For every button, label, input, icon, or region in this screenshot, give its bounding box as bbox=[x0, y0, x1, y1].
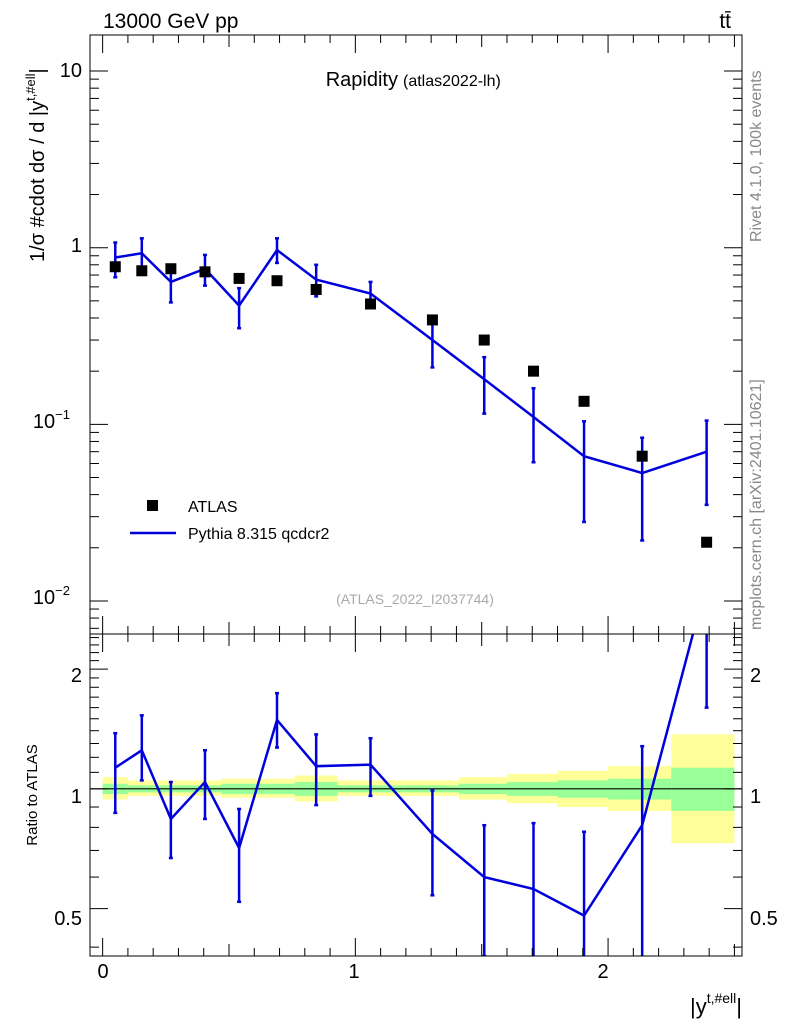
atlas-data-point bbox=[165, 263, 177, 275]
legend-atlas-marker bbox=[147, 500, 158, 511]
atlas-data-point bbox=[233, 272, 245, 284]
atlas-data-point bbox=[109, 261, 121, 273]
atlas-data-point bbox=[578, 395, 590, 407]
chart-title: Rapidity bbox=[326, 69, 398, 91]
energy-label: 13000 GeV pp bbox=[103, 10, 238, 33]
legend-atlas-label: ATLAS bbox=[188, 499, 238, 516]
atlas-data-point bbox=[365, 298, 377, 310]
ratio-data-marks bbox=[89, 633, 743, 957]
ratio-y-tick-2-right: 2 bbox=[750, 665, 761, 687]
x-tick-1: 1 bbox=[348, 961, 359, 983]
ratio-plot-area bbox=[90, 634, 742, 956]
atlas-data-point bbox=[528, 365, 540, 377]
atlas-data-point bbox=[426, 314, 438, 326]
atlas-data-point bbox=[478, 334, 490, 346]
ratio-y-axis-label: Ratio to ATLAS bbox=[24, 744, 41, 845]
atlas-data-point bbox=[636, 450, 648, 462]
main-y-tick-0.01: 10−2 bbox=[33, 583, 70, 609]
main-y-axis-label: 1/σ #cdot dσ / d |yt,#ell| bbox=[23, 68, 49, 262]
main-y-tick-10: 10 bbox=[60, 60, 82, 82]
atlas-data-point bbox=[701, 536, 713, 548]
legend-pythia-label: Pythia 8.315 qcdcr2 bbox=[188, 526, 330, 543]
ratio-y-tick-1-left: 1 bbox=[71, 786, 82, 808]
main-data-marks bbox=[89, 34, 743, 635]
ratio-panel: Ratio to ATLAS 2 1 0.5 2 1 0.5 0 1 2 |yt… bbox=[24, 633, 778, 1019]
analysis-watermark: (ATLAS_2022_I2037744) bbox=[336, 591, 494, 607]
x-tick-2: 2 bbox=[597, 961, 608, 983]
main-plot-area bbox=[109, 237, 713, 548]
x-tick-0: 0 bbox=[97, 961, 108, 983]
atlas-data-point bbox=[271, 275, 283, 287]
main-panel: Rapidity (atlas2022-lh) (ATLAS_2022_I203… bbox=[23, 34, 743, 635]
ratio-y-tick-2-left: 2 bbox=[71, 665, 82, 687]
x-axis-label: |yt,#ell| bbox=[690, 990, 742, 1019]
pythia-line bbox=[115, 248, 708, 475]
ratio-y-tick-0.5-left: 0.5 bbox=[54, 908, 82, 930]
main-y-tick-0.1: 10−1 bbox=[33, 407, 70, 433]
mcplots-label: mcplots.cern.ch [arXiv:2401.10621] bbox=[748, 379, 765, 630]
atlas-data-point bbox=[310, 283, 322, 295]
atlas-data-point bbox=[136, 265, 148, 277]
atlas-data-point bbox=[199, 266, 211, 278]
main-frame bbox=[89, 34, 743, 635]
main-y-tick-1: 1 bbox=[71, 235, 82, 257]
process-label: tt̄ bbox=[719, 10, 731, 33]
ratio-line bbox=[114, 634, 695, 918]
chart-subtitle: (atlas2022-lh) bbox=[403, 73, 501, 90]
legend: ATLAS Pythia 8.315 qcdcr2 bbox=[130, 499, 330, 543]
ratio-y-tick-0.5-right: 0.5 bbox=[750, 908, 778, 930]
ratio-frame bbox=[89, 633, 743, 957]
rivet-label: Rivet 4.1.0, 100k events bbox=[748, 70, 765, 242]
ratio-y-tick-1-right: 1 bbox=[750, 786, 761, 808]
